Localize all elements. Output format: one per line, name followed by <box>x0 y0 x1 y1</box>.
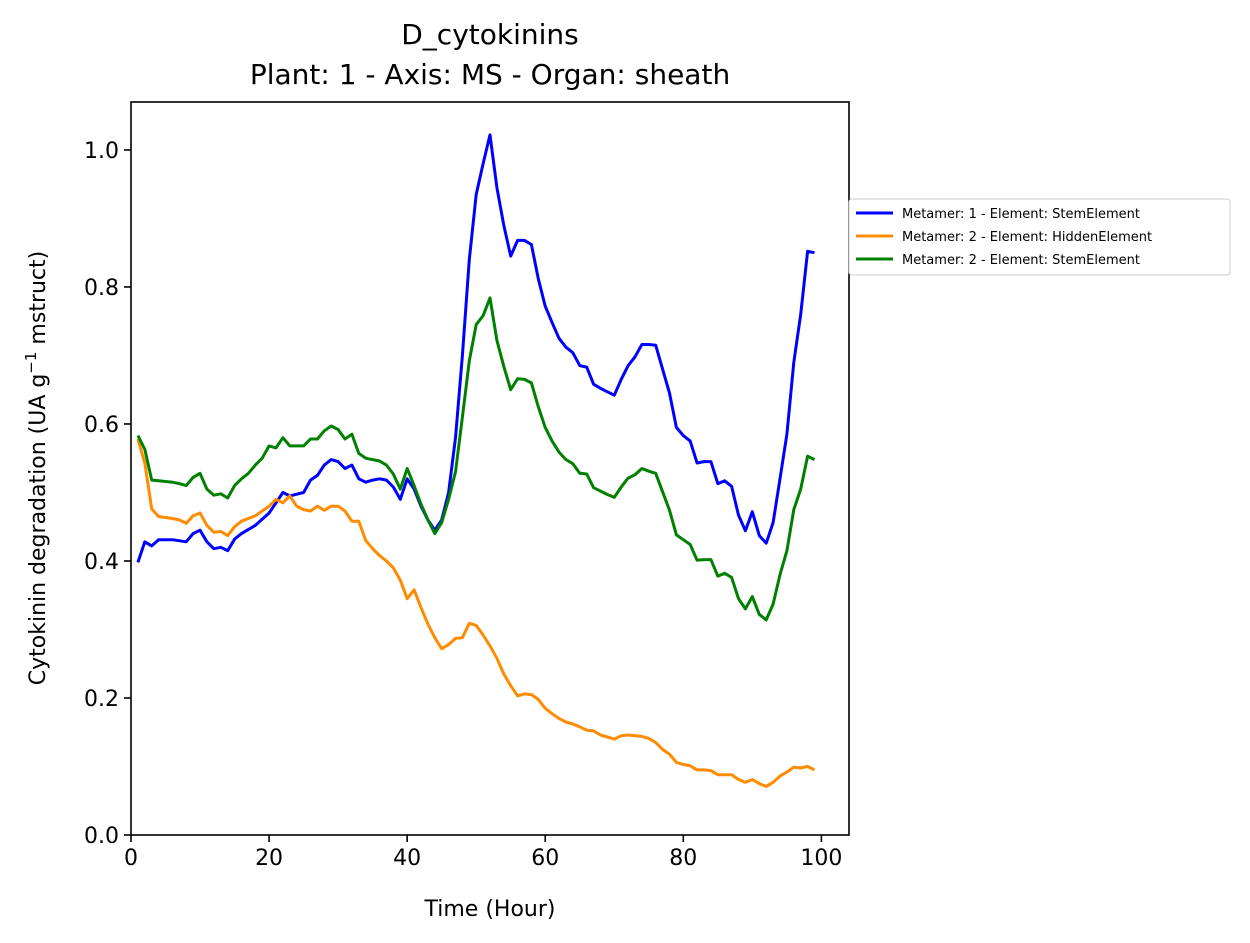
legend-label: Metamer: 1 - Element: StemElement <box>902 207 1140 222</box>
y-tick-label: 1.0 <box>84 139 119 164</box>
series-line-3 <box>136 296 816 622</box>
y-axis-label: Cytokinin degradation (UA g−1 mstruct) <box>22 251 51 686</box>
x-tick-label: 80 <box>669 846 697 871</box>
plot-frame <box>130 101 850 836</box>
y-axis-label-sup: −1 <box>22 352 40 374</box>
y-axis: 0.0 0.2 0.4 0.6 0.8 1.0 <box>84 139 131 849</box>
plot-lines <box>136 133 816 788</box>
x-axis: 0 20 40 60 80 100 <box>124 835 842 871</box>
y-tick-label: 0.0 <box>84 824 119 849</box>
y-tick-label: 0.2 <box>84 687 119 712</box>
y-tick-label: 0.4 <box>84 550 119 575</box>
chart-subtitle: Plant: 1 - Axis: MS - Organ: sheath <box>250 58 730 91</box>
y-tick-label: 0.6 <box>84 413 119 438</box>
y-axis-label-tail: mstruct) <box>26 251 51 352</box>
legend-label: Metamer: 2 - Element: HiddenElement <box>902 230 1152 245</box>
legend-label: Metamer: 2 - Element: StemElement <box>902 253 1140 268</box>
x-tick-label: 0 <box>124 846 138 871</box>
legend-box <box>848 198 1231 276</box>
series-line-2 <box>136 438 816 788</box>
x-axis-label: Time (Hour) <box>424 897 556 922</box>
x-tick-label: 40 <box>393 846 421 871</box>
series-line-1 <box>136 133 815 563</box>
y-tick-label: 0.8 <box>84 276 119 301</box>
y-axis-label-main: Cytokinin degradation (UA g <box>26 374 51 686</box>
x-tick-label: 60 <box>531 846 559 871</box>
chart-title: D_cytokinins <box>401 18 579 51</box>
legend: Metamer: 1 - Element: StemElement Metamer… <box>848 198 1231 276</box>
x-tick-label: 20 <box>255 846 283 871</box>
x-tick-label: 100 <box>800 846 842 871</box>
